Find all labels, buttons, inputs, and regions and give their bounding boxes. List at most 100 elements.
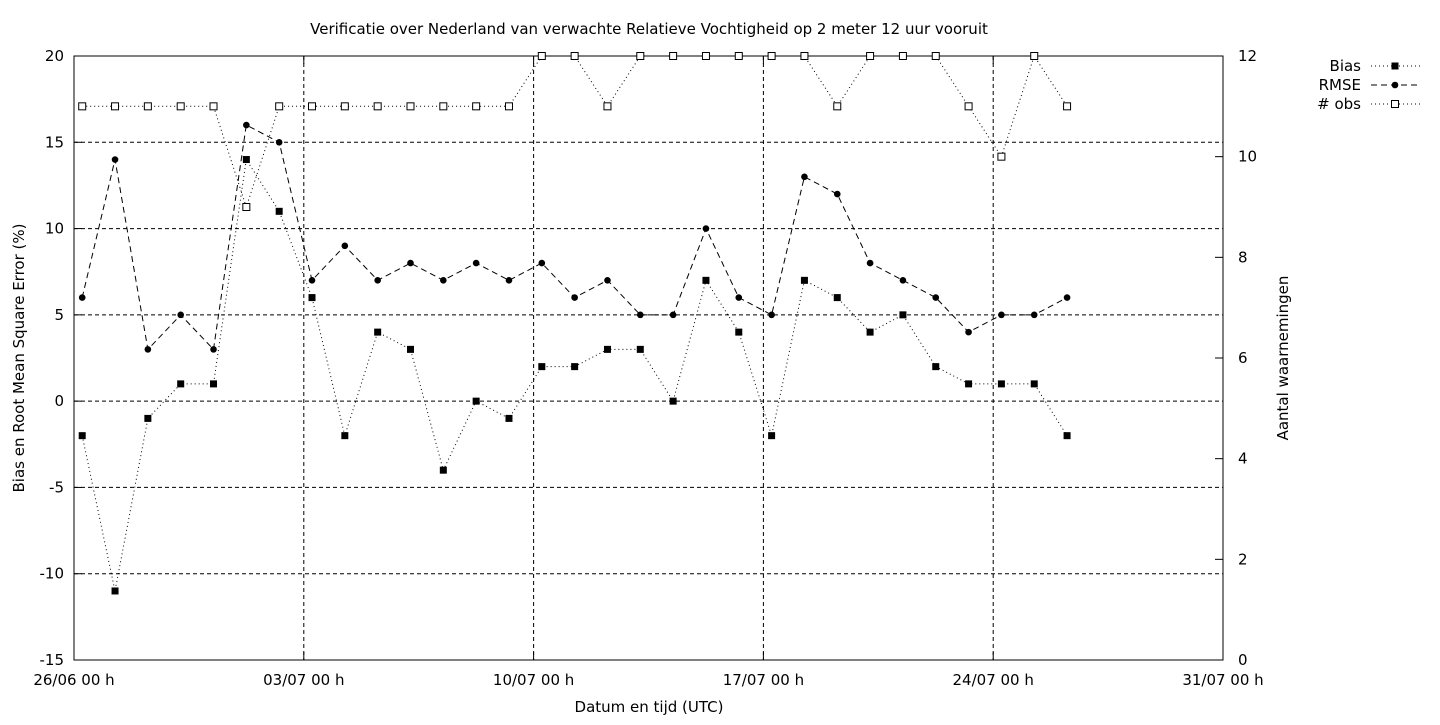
data-point [768, 311, 775, 319]
legend-marker [1391, 100, 1399, 108]
data-point [800, 276, 808, 284]
data-point [571, 294, 578, 301]
data-point [505, 277, 513, 284]
data-point [242, 156, 250, 164]
data-point [965, 328, 972, 336]
data-point [932, 294, 940, 301]
y2-tick-label: 2 [1238, 550, 1248, 568]
y2-tick-label: 10 [1238, 148, 1257, 166]
data-point [439, 102, 448, 111]
data-point [931, 52, 940, 60]
data-point [374, 328, 382, 336]
data-point [997, 380, 1005, 388]
y-tick-label: 0 [54, 392, 64, 410]
series-bias [78, 156, 1071, 595]
x-tick-label: 17/07 00 h [723, 671, 804, 689]
data-point [866, 259, 874, 267]
data-point [111, 102, 120, 111]
data-point [604, 277, 611, 284]
data-point [275, 102, 284, 111]
data-point [143, 102, 152, 111]
data-point [144, 346, 152, 353]
data-point [800, 52, 809, 60]
legend-label: Bias [1330, 57, 1362, 75]
data-point [308, 102, 317, 111]
data-point [898, 52, 907, 60]
y-tick-label: -5 [49, 478, 64, 496]
data-point [275, 207, 283, 215]
data-point [866, 52, 875, 60]
data-point [1063, 432, 1071, 440]
data-point [111, 587, 119, 595]
data-point [571, 363, 579, 371]
data-point [833, 294, 841, 302]
data-point [735, 294, 743, 301]
y-tick-label: -10 [40, 565, 65, 583]
data-point [603, 102, 612, 111]
y-tick-label: 15 [45, 133, 64, 151]
legend-label: # obs [1317, 95, 1361, 113]
data-point [997, 152, 1006, 161]
y2-axis-label: Aantal waarnemingen [1274, 276, 1292, 441]
data-point [570, 52, 579, 60]
data-point [504, 102, 513, 111]
data-point [341, 432, 349, 440]
data-point [308, 277, 316, 284]
data-point [669, 397, 677, 405]
y2-tick-label: 0 [1238, 651, 1248, 669]
data-point [537, 52, 546, 60]
y-axis-label: Bias en Root Mean Square Error (%) [10, 224, 28, 493]
data-point [374, 277, 381, 284]
data-point [373, 102, 382, 111]
data-point [965, 380, 973, 388]
data-point [1063, 102, 1072, 111]
data-point [243, 121, 250, 129]
data-point [308, 294, 316, 302]
data-point [767, 52, 776, 60]
series-line [81, 124, 1068, 351]
y2-tick-label: 4 [1238, 450, 1248, 468]
data-point [1063, 294, 1071, 301]
series-line [82, 54, 1068, 209]
data-point [341, 242, 349, 250]
legend-label: RMSE [1319, 76, 1361, 94]
data-point [176, 102, 185, 111]
x-tick-label: 31/07 00 h [1182, 671, 1263, 689]
data-point [177, 311, 184, 319]
series-line [81, 158, 1068, 592]
data-point [833, 190, 841, 198]
data-point [472, 102, 481, 111]
x-tick-label: 10/07 00 h [493, 671, 574, 689]
data-point [78, 432, 86, 440]
data-point [1030, 311, 1038, 319]
data-point [735, 328, 743, 336]
data-point [144, 414, 152, 422]
data-point [899, 277, 907, 284]
data-point [1030, 380, 1038, 388]
series-layer [78, 52, 1072, 595]
data-point [78, 102, 87, 111]
chart-title: Verificatie over Nederland van verwachte… [310, 20, 988, 38]
y-tick-label: -15 [40, 651, 65, 669]
data-point [538, 363, 546, 371]
y-tick-label: 10 [45, 220, 64, 238]
data-point [538, 259, 546, 267]
data-point [702, 225, 710, 232]
data-point [702, 276, 710, 284]
data-point [111, 156, 119, 163]
data-point [439, 466, 447, 474]
data-point [209, 102, 218, 111]
data-point [406, 345, 414, 353]
data-point [636, 52, 645, 60]
data-point [242, 203, 251, 211]
data-point [472, 259, 480, 267]
data-point [407, 259, 414, 267]
y-tick-label: 20 [45, 47, 64, 65]
x-tick-label: 26/06 00 h [33, 671, 114, 689]
data-point [340, 102, 349, 111]
data-point [472, 397, 480, 405]
data-point [636, 311, 644, 319]
data-point [636, 345, 644, 353]
y-tick-label: 5 [54, 306, 64, 324]
